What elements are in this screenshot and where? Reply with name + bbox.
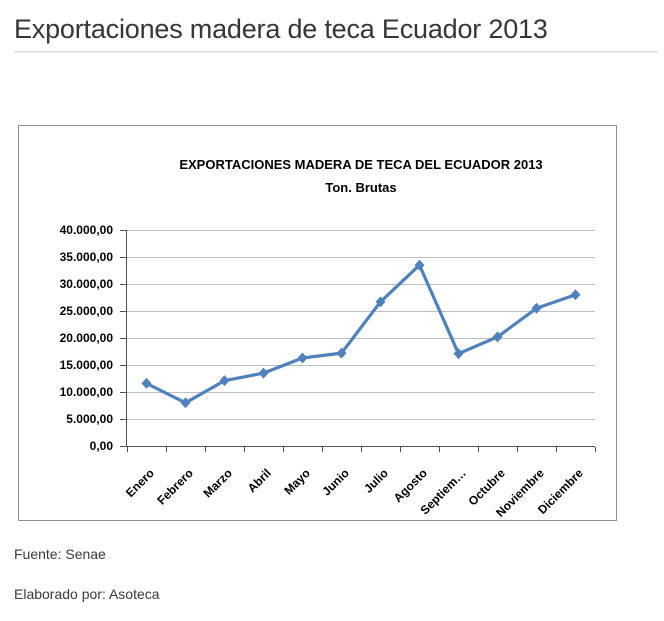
gridline [127, 230, 595, 231]
y-axis-label: 25.000,00 [59, 304, 113, 318]
chart-subtitle: Ton. Brutas [325, 180, 397, 195]
x-axis-tick [205, 447, 206, 452]
chart-title: EXPORTACIONES MADERA DE TECA DEL ECUADOR… [179, 157, 543, 172]
x-axis-tick [439, 447, 440, 452]
data-point-marker [453, 348, 464, 360]
footer-source: Fuente: Senae [14, 546, 106, 562]
y-axis [126, 230, 127, 447]
gridline [127, 257, 595, 258]
data-point-marker [414, 259, 425, 271]
series-line [144, 263, 578, 405]
x-axis-tick [517, 447, 518, 452]
chart-title-block: EXPORTACIONES MADERA DE TECA DEL ECUADOR… [127, 153, 595, 199]
gridline [127, 311, 595, 312]
y-axis-tick [120, 230, 126, 231]
y-axis-label: 20.000,00 [59, 331, 113, 345]
data-point-marker [141, 377, 152, 389]
y-axis-tick [120, 257, 126, 258]
x-axis [126, 446, 595, 447]
data-point-marker [258, 367, 269, 379]
gridline [127, 419, 595, 420]
x-axis-tick [166, 447, 167, 452]
plot-area: 0,00 5.000,00 10.000,00 15.000,00 20.000,00 2… [60, 223, 596, 520]
x-axis-tick [595, 447, 596, 452]
x-axis-tick [478, 447, 479, 452]
chart-frame: EXPORTACIONES MADERA DE TECA DEL ECUADOR… [18, 125, 617, 521]
x-axis-tick [127, 447, 128, 452]
data-point-marker [180, 397, 191, 409]
y-axis-tick [120, 365, 126, 366]
y-axis-tick [120, 338, 126, 339]
x-axis-tick [244, 447, 245, 452]
data-point-marker [531, 302, 542, 314]
x-axis-tick [400, 447, 401, 452]
y-axis-label: 5.000,00 [66, 412, 113, 426]
gridline [127, 365, 595, 366]
data-point-marker [297, 352, 308, 364]
y-axis-label: 40.000,00 [59, 223, 113, 237]
x-axis-tick [556, 447, 557, 452]
page-title: Exportaciones madera de teca Ecuador 201… [14, 14, 548, 44]
x-axis-tick [322, 447, 323, 452]
y-axis-tick [120, 392, 126, 393]
data-point-marker [492, 331, 503, 343]
x-axis-tick [361, 447, 362, 452]
gridline [127, 392, 595, 393]
footer-elaborated-by: Elaborado por: Asoteca [14, 586, 160, 602]
y-axis-label: 35.000,00 [59, 250, 113, 264]
y-axis-tick [120, 446, 126, 447]
y-axis-tick [120, 419, 126, 420]
data-point-marker [219, 375, 230, 387]
title-divider [14, 51, 658, 53]
series-plot [141, 259, 581, 409]
y-axis-label: 0,00 [89, 439, 113, 453]
data-point-marker [336, 347, 347, 359]
y-axis-label: 15.000,00 [59, 358, 113, 372]
y-axis-tick [120, 311, 126, 312]
data-point-marker [375, 296, 386, 308]
y-axis-tick [120, 284, 126, 285]
y-axis-label: 30.000,00 [59, 277, 113, 291]
gridline [127, 338, 595, 339]
data-point-marker [570, 289, 581, 301]
y-axis-label: 10.000,00 [59, 385, 113, 399]
gridline [127, 284, 595, 285]
x-axis-tick [283, 447, 284, 452]
